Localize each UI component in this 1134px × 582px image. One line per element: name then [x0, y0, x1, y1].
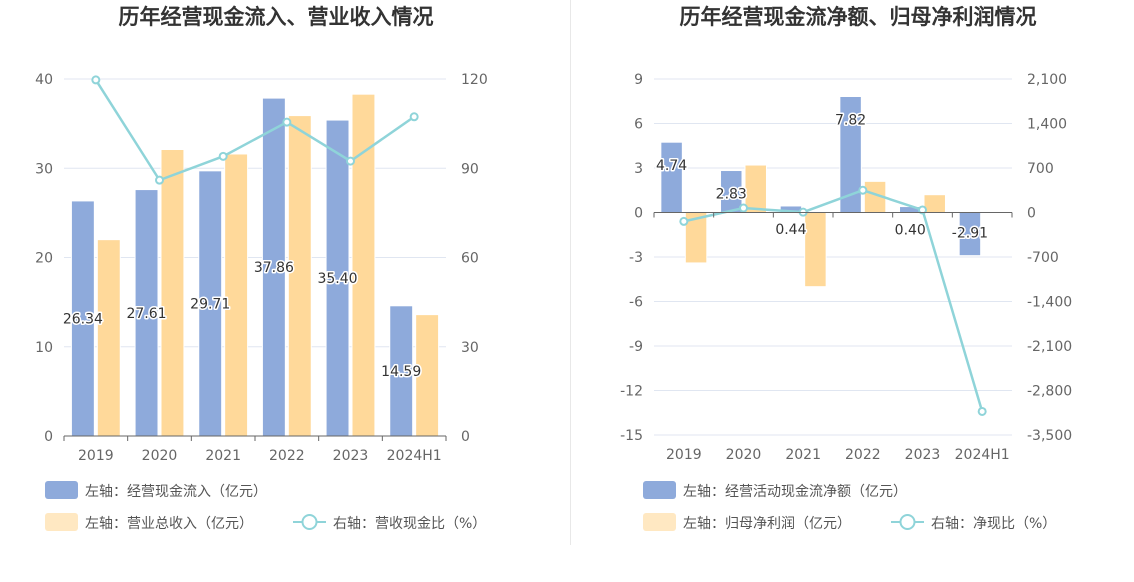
legend-label-net-cashflow[interactable]: 左轴：经营活动现金流净额（亿元）: [683, 484, 907, 500]
ratio-line: [683, 188, 984, 412]
y-left-tick-label: -15: [620, 428, 643, 444]
ratio-point-2020[interactable]: [155, 175, 164, 185]
data-label: 26.34: [63, 311, 103, 327]
y-left-tick-label: 3: [634, 161, 643, 177]
data-label: 4.74: [656, 158, 687, 174]
ratio-point-2022[interactable]: [282, 117, 292, 127]
x-tick-label: 2021: [785, 447, 821, 463]
x-tick-label: 2024H1: [955, 447, 1010, 463]
legend-swatch-net-profit[interactable]: [643, 513, 676, 531]
ratio-point-2024H1[interactable]: [977, 406, 987, 416]
bar-secondary-2021[interactable]: [804, 212, 827, 288]
x-tick-label: 2022: [845, 447, 881, 463]
data-label: 29.71: [190, 296, 230, 312]
y-left-tick-label: -9: [629, 339, 643, 355]
y-right-tick-label: 90: [461, 161, 479, 177]
y-right-tick-label: 30: [461, 340, 479, 356]
ratio-line: [94, 79, 415, 182]
x-tick-label: 2022: [269, 448, 305, 464]
data-label: 14.59: [381, 364, 421, 380]
ratio-point-2019[interactable]: [679, 216, 689, 226]
y-right-tick-label: -1,400: [1027, 295, 1072, 311]
y-left-tick-label: 20: [35, 251, 53, 267]
bar-secondary-2020[interactable]: [744, 164, 767, 214]
y-right-tick-label: 120: [461, 72, 488, 88]
y-left-tick-label: 10: [35, 340, 53, 356]
y-right-tick-label: 1,400: [1027, 117, 1067, 133]
y-right-tick-label: -700: [1027, 250, 1059, 266]
y-right-tick-label: 0: [461, 429, 470, 445]
y-right-tick-label: -2,100: [1027, 339, 1072, 355]
data-label: 2.83: [716, 187, 747, 203]
legend-label-revenue[interactable]: 左轴：营业总收入（亿元）: [85, 516, 253, 532]
data-label: 27.61: [126, 306, 166, 322]
legend-swatch-net-cashflow[interactable]: [643, 481, 676, 499]
y-right-tick-label: -3,500: [1027, 428, 1072, 444]
legend-label-ratio[interactable]: 右轴：净现比（%）: [931, 516, 1056, 532]
data-label: -2.91: [952, 226, 988, 242]
data-label: 0.40: [895, 223, 926, 239]
ratio-point-2022[interactable]: [858, 185, 868, 195]
y-right-tick-label: 60: [461, 251, 479, 267]
x-tick-label: 2019: [666, 447, 702, 463]
ratio-point-2019[interactable]: [91, 75, 101, 85]
bar-secondary-2021[interactable]: [224, 153, 249, 437]
bar-secondary-2020[interactable]: [160, 149, 185, 437]
y-right-tick-label: 0: [1027, 206, 1036, 222]
legend-label-net-profit[interactable]: 左轴：归母净利润（亿元）: [683, 515, 851, 532]
legend-label-ratio[interactable]: 右轴：营收现金比（%）: [333, 516, 486, 532]
x-tick-label: 2019: [78, 448, 114, 464]
y-right-tick-label: -2,800: [1027, 384, 1072, 400]
y-left-tick-label: 30: [35, 161, 53, 177]
y-left-tick-label: 0: [634, 206, 643, 222]
chart-title: 历年经营现金流净额、归母净利润情况: [680, 5, 1037, 29]
y-right-tick-label: 2,100: [1027, 72, 1067, 88]
data-label: 37.86: [254, 260, 294, 276]
panel-divider: [570, 0, 571, 545]
x-tick-label: 2024H1: [387, 448, 442, 464]
data-label: 7.82: [835, 113, 866, 129]
bar-secondary-2019[interactable]: [96, 239, 121, 437]
ratio-point-2024H1[interactable]: [409, 112, 419, 122]
y-right-tick-label: 700: [1027, 161, 1054, 177]
x-tick-label: 2020: [726, 447, 762, 463]
chart-net-cashflow-profit: 历年经营现金流净额、归母净利润情况 4.74 2.83 0.44 7.82 0.40 -2…: [620, 5, 1072, 532]
x-tick-label: 2020: [142, 448, 178, 464]
y-left-tick-label: 0: [44, 429, 53, 445]
y-left-tick-label: 40: [35, 72, 53, 88]
y-left-tick-label: -12: [620, 384, 643, 400]
ratio-point-2021[interactable]: [218, 151, 228, 161]
ratio-point-2023[interactable]: [346, 156, 355, 166]
legend-swatch-revenue[interactable]: [45, 513, 78, 531]
legend: 左轴：经营现金流入（亿元） 左轴：营业总收入（亿元） 右轴：营收现金比（%）: [45, 481, 486, 532]
x-tick-label: 2021: [205, 448, 241, 464]
ratio-point-2020[interactable]: [739, 203, 748, 213]
legend-marker-ratio[interactable]: [899, 514, 916, 530]
data-label: 0.44: [775, 222, 806, 238]
legend: 左轴：经营活动现金流净额（亿元） 左轴：归母净利润（亿元） 右轴：净现比（%）: [643, 481, 1056, 532]
chart-title: 历年经营现金流入、营业收入情况: [119, 5, 434, 29]
legend-marker-ratio[interactable]: [301, 514, 318, 530]
chart-cash-inflow-revenue: 历年经营现金流入、营业收入情况 26.34 27.61 29.71 37.86 35.4…: [35, 5, 488, 532]
data-label: 35.40: [317, 271, 357, 287]
y-left-tick-label: 6: [634, 117, 643, 133]
x-tick-label: 2023: [333, 448, 369, 464]
legend-swatch-inflow[interactable]: [45, 481, 78, 499]
y-left-tick-label: 9: [634, 72, 643, 88]
y-left-tick-label: -3: [629, 250, 643, 266]
y-left-tick-label: -6: [629, 295, 643, 311]
legend-label-inflow[interactable]: 左轴：经营现金流入（亿元）: [85, 484, 267, 500]
ratio-point-2023[interactable]: [918, 205, 927, 215]
bar-primary-2019[interactable]: [660, 141, 683, 213]
bar-secondary-2023[interactable]: [923, 194, 946, 213]
x-tick-label: 2023: [905, 447, 941, 463]
